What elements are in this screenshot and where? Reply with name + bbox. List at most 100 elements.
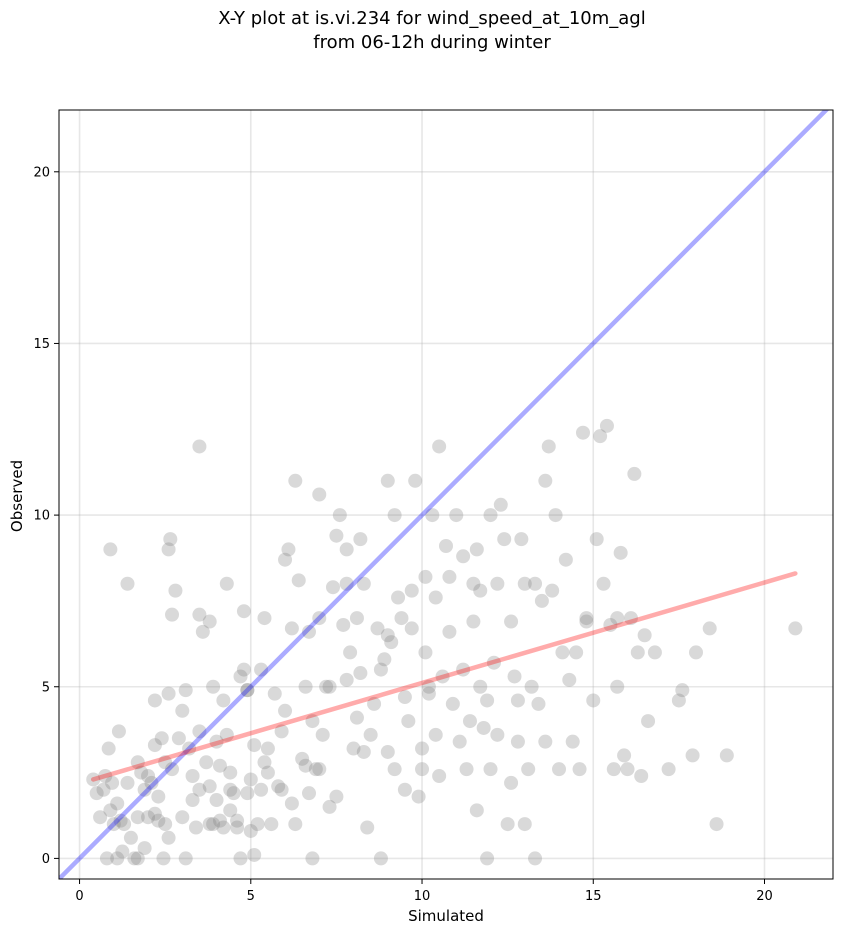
scatter-point [144, 775, 159, 790]
scatter-point [415, 741, 430, 756]
scatter-point [223, 782, 238, 797]
scatter-point [147, 693, 162, 708]
scatter-point [230, 820, 245, 835]
y-axis-label: Observed [8, 460, 26, 532]
scatter-point [339, 542, 354, 557]
scatter-point [466, 576, 481, 591]
scatter-point [223, 765, 238, 780]
scatter-point [127, 851, 142, 866]
scatter-point [93, 810, 108, 825]
y-tick-label: 0 [42, 852, 50, 867]
scatter-point [548, 508, 563, 523]
scatter-point [404, 583, 419, 598]
scatter-point [322, 679, 337, 694]
scatter-point [367, 696, 382, 711]
scatter-point [370, 621, 385, 636]
scatter-point [305, 851, 320, 866]
scatter-point [230, 813, 245, 828]
scatter-point [130, 755, 145, 770]
scatter-point [569, 645, 584, 660]
scatter-point [480, 851, 495, 866]
scatter-point [202, 779, 217, 794]
scatter-point [240, 786, 255, 801]
scatter-point [483, 508, 498, 523]
scatter-point [346, 741, 361, 756]
scatter-point [675, 683, 690, 698]
scatter-point [497, 532, 512, 547]
scatter-point [226, 786, 241, 801]
scatter-point [123, 830, 138, 845]
scatter-point [442, 624, 457, 639]
scatter-point [137, 841, 152, 856]
scatter-point [397, 690, 412, 705]
scatter-point [302, 786, 317, 801]
scatter-point [623, 611, 638, 626]
scatter-point [545, 583, 560, 598]
scatter-point [531, 696, 546, 711]
scatter-point [610, 611, 625, 626]
scatter-point [178, 683, 193, 698]
scatter-point [219, 727, 234, 742]
scatter-point [223, 803, 238, 818]
scatter-point [329, 528, 344, 543]
scatter-point [524, 679, 539, 694]
scatter-point [641, 714, 656, 729]
scatter-point [134, 765, 149, 780]
scatter-point [216, 820, 231, 835]
scatter-point [788, 621, 803, 636]
scatter-point [195, 624, 210, 639]
scatter-point [500, 817, 515, 832]
scatter-point [165, 607, 180, 622]
scatter-point [521, 762, 536, 777]
scatter-point [459, 762, 474, 777]
chart-title-line-1: X-Y plot at is.vi.234 for wind_speed_at_… [218, 8, 645, 29]
scatter-point [620, 762, 635, 777]
scatter-point [534, 593, 549, 608]
scatter-point [278, 552, 293, 567]
scatter-point [192, 439, 207, 454]
scatter-point [360, 820, 375, 835]
scatter-point [260, 765, 275, 780]
scatter-point [445, 696, 460, 711]
scatter-point [209, 734, 224, 749]
scatter-point [212, 758, 227, 773]
scatter-point [661, 762, 676, 777]
scatter-point [257, 611, 272, 626]
scatter-point [401, 714, 416, 729]
scatter-point [98, 769, 113, 784]
scatter-point [236, 604, 251, 619]
scatter-point [510, 734, 525, 749]
grid [59, 110, 833, 879]
scatter-point [486, 655, 501, 670]
scatter-point [171, 731, 186, 746]
scatter-point [332, 508, 347, 523]
scatter-point [137, 782, 152, 797]
x-tick-label: 5 [247, 889, 255, 904]
scatter-point [247, 738, 262, 753]
scatter-point [185, 793, 200, 808]
scatter-point [284, 621, 299, 636]
scatter-point [377, 652, 392, 667]
scatter-point [562, 672, 577, 687]
scatter-point [165, 762, 180, 777]
scatter-point [103, 803, 118, 818]
scatter-point [89, 786, 104, 801]
scatter-point [435, 669, 450, 684]
scatter-point [312, 487, 327, 502]
scatter-point [538, 473, 553, 488]
scatter-point [391, 590, 406, 605]
x-tick-label: 15 [585, 889, 602, 904]
reference-lines [59, 110, 830, 879]
y-tick-label: 5 [42, 680, 50, 695]
scatter-point [490, 727, 505, 742]
scatter-point [702, 621, 717, 636]
scatter-point [288, 473, 303, 488]
scatter-point [96, 782, 111, 797]
scatter-point [558, 552, 573, 567]
scatter-point [325, 580, 340, 595]
scatter-point [247, 847, 262, 862]
scatter-point [452, 734, 467, 749]
scatter-point [603, 617, 618, 632]
scatter-point [319, 679, 334, 694]
scatter-point [671, 693, 686, 708]
